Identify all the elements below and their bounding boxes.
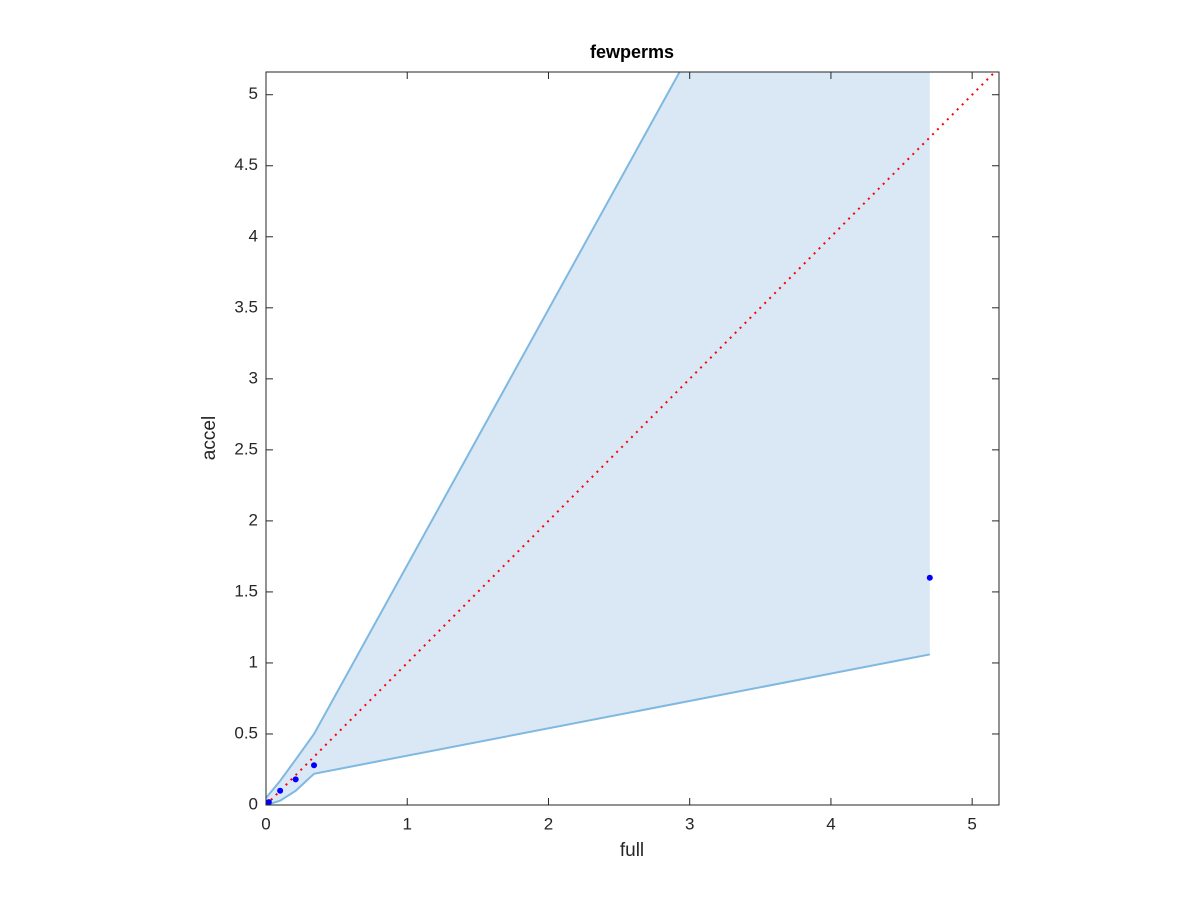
x-tick-label: 3 bbox=[685, 814, 694, 833]
band-lower bbox=[266, 653, 930, 805]
axes-box bbox=[265, 71, 1000, 806]
y-axis-label: accel bbox=[199, 416, 220, 460]
y-tick-label: 1.5 bbox=[234, 581, 258, 600]
x-tick-label: 0 bbox=[261, 814, 270, 833]
reference-line bbox=[266, 72, 996, 805]
band-upper bbox=[266, 72, 681, 799]
y-tick-label: 3.5 bbox=[234, 297, 258, 316]
y-tick-label: 4 bbox=[249, 226, 258, 245]
y-tick-label: 5 bbox=[249, 84, 258, 103]
chart-title: fewperms bbox=[590, 42, 674, 62]
y-tick-label: 0 bbox=[249, 794, 258, 813]
point bbox=[292, 776, 299, 783]
point bbox=[311, 762, 318, 769]
y-tick-label: 2 bbox=[249, 510, 258, 529]
x-tick-label: 5 bbox=[967, 814, 976, 833]
y-tick-label: 0.5 bbox=[234, 723, 258, 742]
x-axis-label: full bbox=[620, 840, 644, 861]
point bbox=[277, 787, 284, 794]
y-tick-label: 4.5 bbox=[234, 155, 258, 174]
plot-area bbox=[266, 72, 996, 805]
y-tick-label: 1 bbox=[249, 652, 258, 671]
point bbox=[926, 574, 933, 581]
band-fill bbox=[266, 72, 930, 805]
point bbox=[266, 799, 272, 805]
x-tick-label: 4 bbox=[826, 814, 835, 833]
y-tick-label: 3 bbox=[249, 368, 258, 387]
x-tick-label: 1 bbox=[402, 814, 411, 833]
y-tick-label: 2.5 bbox=[234, 439, 258, 458]
x-tick-label: 2 bbox=[544, 814, 553, 833]
